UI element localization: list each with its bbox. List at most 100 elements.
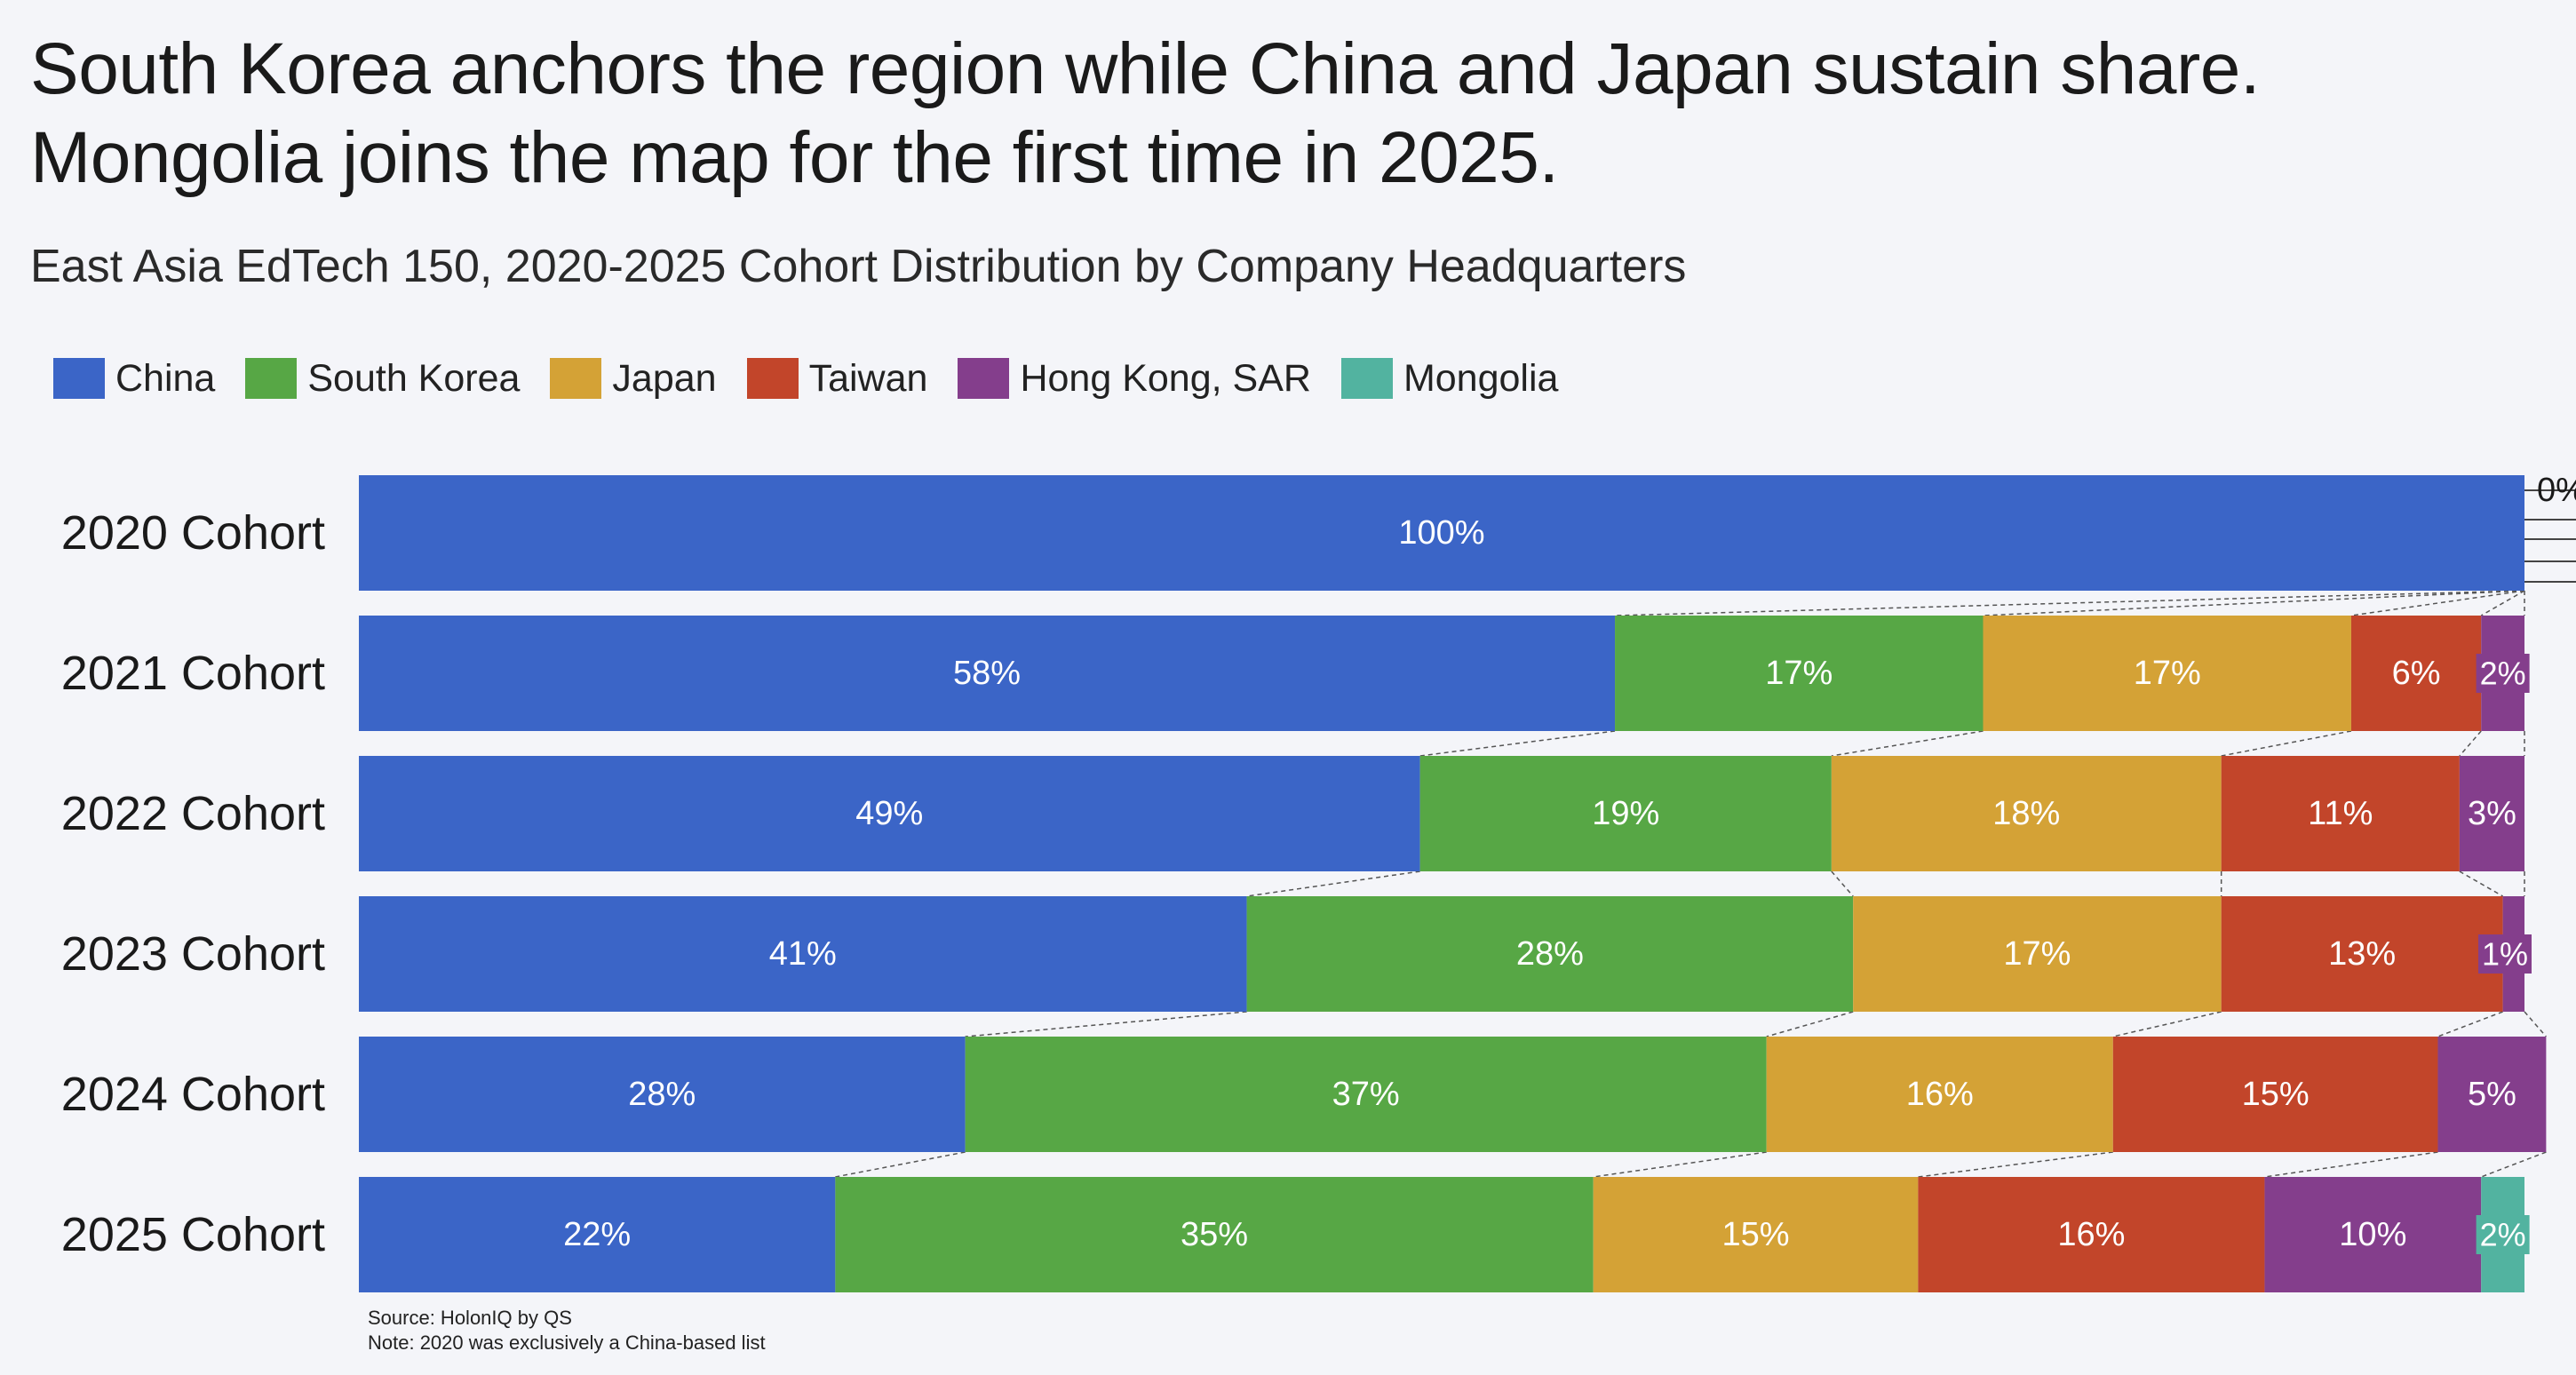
- data-label: 15%: [1721, 1216, 1789, 1253]
- bar-segment: [1918, 1177, 2265, 1292]
- zero-label: 0%: [2537, 472, 2576, 509]
- label-badge: [2478, 934, 2532, 974]
- legend-label: Hong Kong, SAR: [1020, 356, 1311, 400]
- legend-item-mongolia: Mongolia: [1340, 356, 1559, 401]
- connector-line: [1419, 730, 1616, 757]
- connector-line: [2459, 730, 2482, 757]
- connector-line: [1766, 1011, 1854, 1037]
- bar-segment: [2459, 756, 2524, 871]
- connector-line: [2437, 1011, 2503, 1037]
- data-label: 17%: [1765, 655, 1833, 692]
- legend-swatch: [550, 358, 602, 399]
- bar-segment: [1853, 896, 2222, 1012]
- connector-line: [2459, 870, 2503, 897]
- bar-segment: [359, 756, 1420, 871]
- connector-line: [1831, 730, 1984, 757]
- legend-item-japan: Japan: [550, 356, 717, 401]
- legend-label: Japan: [612, 356, 717, 400]
- bar-segment: [1419, 756, 1832, 871]
- bar-segment: [2221, 896, 2503, 1012]
- bar-segment: [359, 1177, 836, 1292]
- data-label: 13%: [2328, 935, 2396, 973]
- legend-swatch: [245, 358, 298, 399]
- legend-swatch: [1340, 358, 1393, 399]
- note-text: Note: 2020 was exclusively a China-based…: [368, 1331, 766, 1354]
- data-label: 10%: [2339, 1216, 2406, 1253]
- legend-label: Taiwan: [808, 356, 928, 400]
- bar-segment: [359, 1037, 966, 1152]
- bar-segment: [1983, 616, 2351, 731]
- connector-line: [1246, 870, 1420, 897]
- data-label: 5%: [2468, 1076, 2516, 1113]
- data-label: 15%: [2242, 1076, 2310, 1113]
- connector-line: [835, 1151, 966, 1178]
- data-label: 19%: [1592, 795, 1659, 832]
- bar-segment: [2112, 1037, 2438, 1152]
- bar-segment: [359, 896, 1247, 1012]
- bar-segment: [359, 475, 2524, 591]
- data-label: 49%: [855, 795, 923, 832]
- legend-label: China: [115, 356, 216, 400]
- chart-title: South Korea anchors the region while Chi…: [30, 28, 2261, 198]
- legend-swatch: [53, 358, 105, 399]
- category-label: 2023 Cohort: [61, 927, 325, 981]
- bar-segment: [2221, 756, 2460, 871]
- bar-segment: [1831, 756, 2222, 871]
- connector-line: [1831, 870, 1854, 897]
- source-text: Source: HolonIQ by QS: [368, 1307, 572, 1329]
- data-label: 11%: [2308, 795, 2373, 832]
- data-label: 17%: [2134, 655, 2201, 692]
- data-label: 22%: [563, 1216, 631, 1253]
- legend: China South Korea Japan Taiwan Hong Kong…: [53, 352, 1588, 405]
- data-label: 3%: [2468, 795, 2516, 832]
- label-badge: [2476, 654, 2530, 693]
- data-label: 37%: [1332, 1076, 1400, 1113]
- bar-segment: [359, 616, 1616, 731]
- data-label: 2%: [2480, 656, 2526, 692]
- bar-segment: [1615, 616, 1984, 731]
- category-label: 2025 Cohort: [61, 1208, 325, 1261]
- data-label: 18%: [1992, 795, 2060, 832]
- bar-segment: [1766, 1037, 2113, 1152]
- bar-segment: [2350, 616, 2482, 731]
- data-label: 41%: [769, 935, 837, 973]
- bar-segment: [1593, 1177, 1919, 1292]
- connector-line: [2350, 590, 2525, 616]
- connector-line: [2112, 1011, 2222, 1037]
- category-label: 2021 Cohort: [61, 647, 325, 700]
- legend-item-south-korea: South Korea: [245, 357, 520, 401]
- data-label: 100%: [1398, 514, 1484, 552]
- source-note: Source: HolonIQ by QS Note: 2020 was exc…: [368, 1306, 766, 1355]
- data-label: 58%: [953, 655, 1021, 692]
- data-label: 1%: [2482, 936, 2528, 973]
- connector-line: [1918, 1151, 2113, 1178]
- legend-item-hong-kong: Hong Kong, SAR: [958, 356, 1311, 401]
- data-label: 28%: [628, 1076, 696, 1113]
- data-label: 16%: [2057, 1216, 2125, 1253]
- category-label: 2024 Cohort: [61, 1068, 325, 1121]
- bar-segment: [2264, 1177, 2482, 1292]
- connector-line: [1593, 1151, 1767, 1178]
- data-label: 35%: [1181, 1216, 1248, 1253]
- legend-swatch: [746, 358, 799, 399]
- legend-label: Mongolia: [1403, 356, 1559, 400]
- connector-line: [1615, 590, 2525, 616]
- connector-line: [965, 1011, 1247, 1037]
- connector-line: [2524, 1011, 2547, 1037]
- data-label: 16%: [1906, 1076, 1974, 1113]
- label-badge: [2476, 1215, 2530, 1254]
- connector-line: [2221, 730, 2352, 757]
- legend-swatch: [958, 358, 1010, 399]
- legend-label: South Korea: [307, 356, 521, 400]
- legend-item-china: China: [53, 357, 215, 401]
- category-label: 2020 Cohort: [61, 506, 325, 560]
- connector-line: [2480, 1151, 2547, 1178]
- bar-segment: [965, 1037, 1767, 1152]
- chart-subtitle: East Asia EdTech 150, 2020-2025 Cohort D…: [30, 241, 1687, 292]
- category-label: 2022 Cohort: [61, 787, 325, 840]
- bar-segment: [1246, 896, 1854, 1012]
- connector-line: [2480, 590, 2525, 616]
- data-label: 2%: [2480, 1217, 2526, 1253]
- bar-segment: [835, 1177, 1594, 1292]
